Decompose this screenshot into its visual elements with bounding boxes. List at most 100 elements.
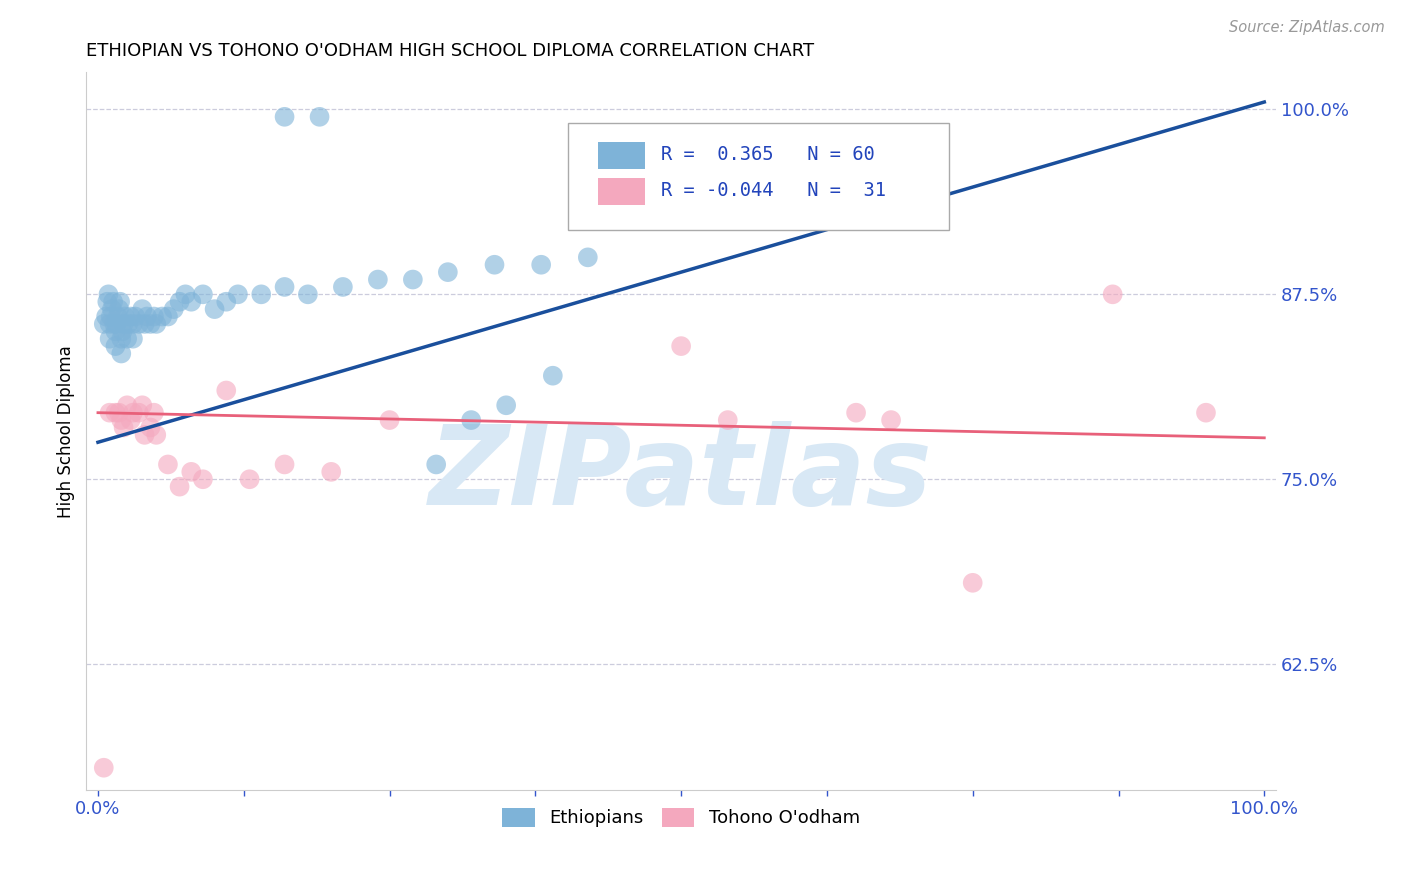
Point [239, 472, 262, 486]
Point [108, 406, 131, 420]
Point [169, 480, 191, 494]
Point [93, 761, 115, 775]
Point [145, 428, 167, 442]
Point [321, 465, 343, 479]
Text: R =  0.365   N = 60: R = 0.365 N = 60 [661, 145, 875, 164]
Point [880, 413, 903, 427]
Point [191, 472, 214, 486]
Point [110, 413, 132, 427]
Point [94, 310, 117, 324]
Point [495, 398, 517, 412]
Point [115, 398, 138, 412]
Point [98, 406, 121, 420]
Point [962, 575, 984, 590]
Point [297, 287, 319, 301]
FancyBboxPatch shape [598, 142, 645, 169]
Point [191, 287, 214, 301]
Text: ETHIOPIAN VS TOHONO O'ODHAM HIGH SCHOOL DIPLOMA CORRELATION CHART: ETHIOPIAN VS TOHONO O'ODHAM HIGH SCHOOL … [86, 42, 814, 60]
Point [378, 413, 401, 427]
Point [174, 287, 197, 301]
Point [136, 310, 159, 324]
Point [108, 294, 131, 309]
Point [105, 317, 128, 331]
Point [131, 302, 153, 317]
Point [100, 310, 122, 324]
Point [112, 420, 135, 434]
Point [425, 458, 447, 472]
Point [115, 332, 138, 346]
Point [114, 310, 136, 324]
Point [134, 428, 156, 442]
Point [139, 317, 162, 331]
Point [128, 317, 150, 331]
Point [98, 317, 121, 331]
Point [124, 310, 146, 324]
FancyBboxPatch shape [598, 178, 645, 205]
Point [1101, 287, 1123, 301]
Point [122, 406, 145, 420]
Text: ZIPatlas: ZIPatlas [429, 421, 934, 528]
Point [122, 317, 145, 331]
Point [104, 324, 127, 338]
Point [142, 310, 165, 324]
Point [204, 302, 226, 317]
Point [437, 265, 460, 279]
Point [97, 287, 120, 301]
Point [156, 458, 179, 472]
Point [111, 324, 134, 338]
Point [120, 310, 142, 324]
Point [367, 272, 389, 286]
Point [103, 317, 125, 331]
Point [332, 280, 354, 294]
Point [215, 294, 238, 309]
Point [108, 302, 131, 317]
Point [273, 280, 295, 294]
Point [150, 310, 173, 324]
Point [308, 110, 330, 124]
Point [93, 317, 115, 331]
Point [180, 294, 202, 309]
Point [110, 332, 132, 346]
Point [156, 310, 179, 324]
Point [107, 310, 129, 324]
Point [273, 458, 295, 472]
Point [104, 339, 127, 353]
Point [273, 110, 295, 124]
Legend: Ethiopians, Tohono O'odham: Ethiopians, Tohono O'odham [495, 801, 868, 835]
Text: R = -0.044   N =  31: R = -0.044 N = 31 [661, 181, 886, 201]
Point [101, 294, 124, 309]
Point [215, 384, 238, 398]
Y-axis label: High School Diploma: High School Diploma [58, 345, 75, 517]
Point [96, 294, 118, 309]
Point [484, 258, 506, 272]
Point [134, 317, 156, 331]
Point [226, 287, 249, 301]
Point [122, 332, 145, 346]
Point [576, 251, 599, 265]
Point [110, 346, 132, 360]
Point [101, 302, 124, 317]
Point [112, 317, 135, 331]
Point [250, 287, 273, 301]
Point [180, 465, 202, 479]
Point [98, 332, 121, 346]
Point [530, 258, 553, 272]
Point [145, 317, 167, 331]
Point [104, 406, 127, 420]
Point [845, 406, 868, 420]
Point [128, 406, 150, 420]
Point [142, 406, 165, 420]
Point [669, 339, 692, 353]
Text: Source: ZipAtlas.com: Source: ZipAtlas.com [1229, 20, 1385, 35]
Point [460, 413, 482, 427]
Point [541, 368, 564, 383]
FancyBboxPatch shape [568, 123, 949, 230]
Point [163, 302, 186, 317]
Point [139, 420, 162, 434]
Point [402, 272, 425, 286]
Point [717, 413, 740, 427]
Point [131, 398, 153, 412]
Point [120, 413, 142, 427]
Point [117, 317, 139, 331]
Point [169, 294, 191, 309]
